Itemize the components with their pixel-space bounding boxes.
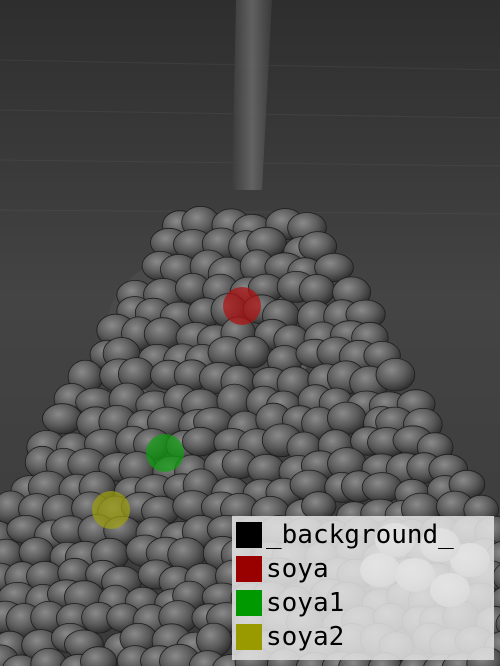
soybean (2, 654, 39, 666)
legend-label: soya (266, 554, 329, 584)
legend-label: soya1 (266, 588, 345, 618)
soybean (234, 336, 270, 369)
legend-swatch (236, 556, 262, 582)
legend-item-background: _background_ (236, 518, 494, 552)
soybean (314, 252, 354, 282)
legend-item-soya2: soya2 (236, 620, 494, 654)
legend: _background_ soya soya1 soya2 (232, 516, 494, 660)
soybean (495, 614, 500, 634)
soybean (181, 426, 219, 457)
soybean (80, 646, 118, 666)
legend-swatch (236, 590, 262, 616)
soybean (375, 358, 416, 392)
soya-annotation-marker (223, 287, 261, 325)
legend-item-soya1: soya1 (236, 586, 494, 620)
legend-label: soya2 (266, 622, 345, 652)
legend-item-soya: soya (236, 552, 494, 586)
soya2-annotation-marker (92, 491, 130, 529)
soya1-annotation-marker (146, 434, 184, 472)
legend-swatch (236, 522, 262, 548)
soybean (42, 403, 83, 435)
legend-label: _background_ (266, 520, 454, 550)
legend-swatch (236, 624, 262, 650)
